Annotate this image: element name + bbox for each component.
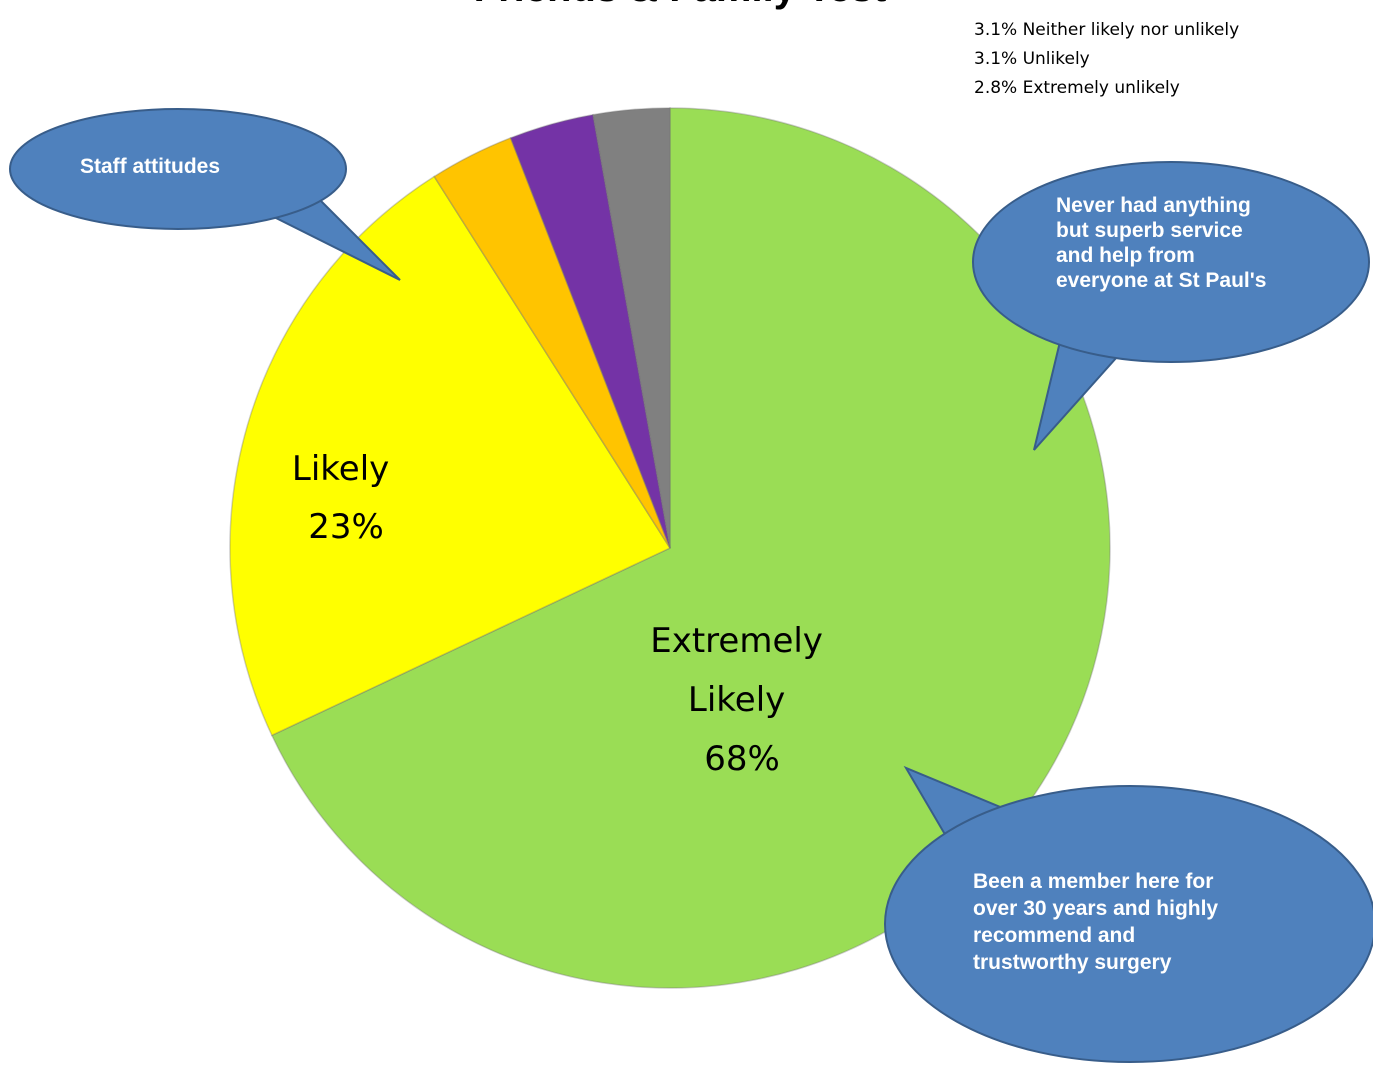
callout-staff-attitudes: Staff attitudes: [80, 154, 220, 179]
callout-superb-line2: but superb service: [1056, 219, 1243, 242]
callout-superb-line3: and help from: [1056, 244, 1195, 267]
callout-superb-service: Never had anything but superb service an…: [1056, 193, 1266, 293]
callout-shapes: [9, 108, 1373, 1063]
callout-superb-line4: everyone at St Paul's: [1056, 269, 1267, 292]
callout-member: Been a member here for over 30 years and…: [973, 868, 1218, 976]
callout-member-shape: [884, 765, 1373, 1063]
slice-label-likely-line1: Likely: [292, 449, 389, 489]
pie-slice-extremely-likely: [270, 107, 1111, 989]
pie-slice-neither-likely-nor-unlikely: [433, 136, 671, 549]
callout-member-line3: recommend and: [973, 924, 1136, 947]
pie-slices: [229, 107, 1111, 989]
slice-label-extremely-likely-percent: 68%: [704, 739, 780, 779]
slice-label-extremely-likely-line2: Likely: [688, 680, 785, 720]
slice-label-likely: Likely 23%: [292, 449, 400, 547]
callout-staff-attitudes-shape: [9, 108, 401, 281]
legend-notes: 3.1% Neither likely nor unlikely 3.1% Un…: [974, 16, 1239, 103]
pie-slice-extremely-unlikely: [592, 107, 671, 549]
legend-note-neither: 3.1% Neither likely nor unlikely: [974, 20, 1240, 40]
callout-member-line1: Been a member here for: [973, 870, 1214, 893]
pie-slice-likely: [229, 175, 672, 737]
legend-note-unlikely: 3.1% Unlikely: [974, 49, 1090, 69]
callout-superb-line1: Never had anything: [1056, 194, 1251, 217]
callout-superb-service-shape: [972, 161, 1370, 451]
callout-staff-attitudes-text: Staff attitudes: [80, 155, 221, 178]
slice-label-extremely-likely-line1: Extremely: [650, 621, 823, 661]
pie-slice-unlikely: [509, 113, 671, 549]
callout-member-line4: trustworthy surgery: [973, 951, 1172, 974]
slice-label-likely-percent: 23%: [308, 507, 384, 547]
chart-title: Friends & Family Test: [380, 0, 980, 11]
legend-note-extremely-unlikely: 2.8% Extremely unlikely: [974, 78, 1180, 98]
slice-label-extremely-likely: Extremely Likely 68%: [650, 621, 834, 779]
callout-member-line2: over 30 years and highly: [973, 897, 1219, 920]
